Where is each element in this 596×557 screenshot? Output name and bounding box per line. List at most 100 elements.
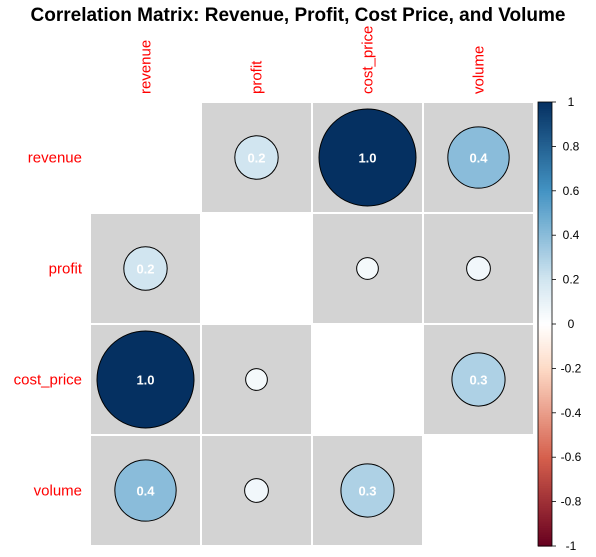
correlation-marker bbox=[123, 246, 168, 291]
legend-color-step bbox=[538, 488, 552, 492]
legend-color-step bbox=[538, 297, 552, 301]
legend-color-step bbox=[538, 119, 552, 123]
legend-color-step bbox=[538, 541, 552, 545]
legend-color-step bbox=[538, 199, 552, 203]
correlation-marker bbox=[96, 330, 195, 429]
legend-color-step bbox=[538, 219, 552, 223]
legend-color-step bbox=[538, 133, 552, 136]
legend-color-step bbox=[538, 250, 552, 254]
legend-color-step bbox=[538, 259, 552, 263]
legend-color-step bbox=[538, 115, 552, 119]
legend-color-step bbox=[538, 437, 552, 441]
cell-value-label: 0.2 bbox=[247, 151, 265, 166]
column-labels: revenue profit cost_price volume bbox=[138, 26, 488, 94]
legend-color-step bbox=[538, 346, 552, 350]
cell-value-label: 0.2 bbox=[136, 262, 154, 277]
legend-color-step bbox=[538, 417, 552, 421]
legend-color-step bbox=[538, 277, 552, 281]
legend-color-step bbox=[538, 232, 552, 236]
legend-color-step bbox=[538, 135, 552, 139]
legend-color-step bbox=[538, 170, 552, 174]
cell-value-label: 1.0 bbox=[358, 151, 376, 166]
legend-color-step bbox=[538, 246, 552, 250]
legend-color-step bbox=[538, 261, 552, 265]
legend-color-step bbox=[538, 428, 552, 432]
legend-color-step bbox=[538, 383, 552, 387]
correlation-marker bbox=[340, 463, 395, 518]
legend-color-step bbox=[538, 179, 552, 183]
legend-color-step bbox=[538, 146, 552, 150]
legend-color-step bbox=[538, 186, 552, 190]
legend-color-step bbox=[538, 157, 552, 161]
legend-color-step bbox=[538, 403, 552, 407]
legend-color-step bbox=[538, 395, 552, 398]
legend-color-step bbox=[538, 195, 552, 199]
legend-color-step bbox=[538, 490, 552, 494]
legend-color-step bbox=[538, 181, 552, 185]
legend-color-step bbox=[538, 173, 552, 176]
legend-color-step bbox=[538, 275, 552, 278]
legend-color-step bbox=[538, 221, 552, 225]
legend-color-step bbox=[538, 270, 552, 274]
legend-color-step bbox=[538, 308, 552, 312]
legend-color-step bbox=[538, 130, 552, 134]
legend-color-step bbox=[538, 479, 552, 483]
legend-color-step bbox=[538, 208, 552, 212]
legend-color-step bbox=[538, 448, 552, 452]
legend-color-step bbox=[538, 332, 552, 336]
legend-color-step bbox=[538, 188, 552, 192]
legend-color-step bbox=[538, 392, 552, 396]
legend-color-step bbox=[538, 252, 552, 256]
legend-color-step bbox=[538, 339, 552, 343]
legend-color-step bbox=[538, 523, 552, 527]
legend-color-step bbox=[538, 399, 552, 403]
legend-color-step bbox=[538, 481, 552, 485]
legend-color-step bbox=[538, 321, 552, 325]
legend-color-step bbox=[538, 410, 552, 414]
legend-color-step bbox=[538, 148, 552, 152]
legend-tick-label: 0.2 bbox=[563, 273, 580, 287]
legend-color-step bbox=[538, 106, 552, 110]
legend-color-step bbox=[538, 492, 552, 496]
legend-color-step bbox=[538, 408, 552, 412]
legend-color-step bbox=[538, 337, 552, 341]
legend-color-step bbox=[538, 241, 552, 245]
legend-color-step bbox=[538, 301, 552, 305]
legend-color-step bbox=[538, 412, 552, 416]
column-label-profit: profit bbox=[249, 60, 266, 94]
legend-color-step bbox=[538, 397, 552, 401]
legend-color-step bbox=[538, 368, 552, 372]
legend-color-step bbox=[538, 281, 552, 285]
legend-color-step bbox=[538, 335, 552, 338]
legend-tick-label: -1 bbox=[566, 539, 577, 553]
correlation-marker bbox=[356, 257, 379, 280]
legend-color-step bbox=[538, 266, 552, 270]
column-label-cost_price: cost_price bbox=[360, 26, 377, 94]
legend-color-step bbox=[538, 450, 552, 454]
legend-color-step bbox=[538, 508, 552, 512]
legend-color-step bbox=[538, 517, 552, 520]
legend-color-step bbox=[538, 430, 552, 434]
legend-color-step bbox=[538, 483, 552, 487]
legend-color-step bbox=[538, 204, 552, 207]
legend-color-step bbox=[538, 357, 552, 361]
legend-color-step bbox=[538, 503, 552, 507]
legend-color-step bbox=[538, 459, 552, 463]
legend-color-step bbox=[538, 244, 552, 247]
legend-color-step bbox=[538, 463, 552, 467]
legend-color-step bbox=[538, 499, 552, 503]
legend-color-step bbox=[538, 454, 552, 458]
legend-color-step bbox=[538, 319, 552, 323]
legend-color-step bbox=[538, 486, 552, 489]
legend-color-step bbox=[538, 330, 552, 334]
legend-color-step bbox=[538, 468, 552, 472]
legend-color-step bbox=[538, 514, 552, 518]
legend-tick-label: 1 bbox=[568, 95, 575, 109]
column-label-volume: volume bbox=[471, 46, 488, 94]
legend-color-step bbox=[538, 348, 552, 352]
legend-color-step bbox=[538, 366, 552, 369]
legend-tick-label: 0.8 bbox=[563, 139, 580, 153]
legend-color-step bbox=[538, 506, 552, 509]
legend-color-step bbox=[538, 426, 552, 429]
